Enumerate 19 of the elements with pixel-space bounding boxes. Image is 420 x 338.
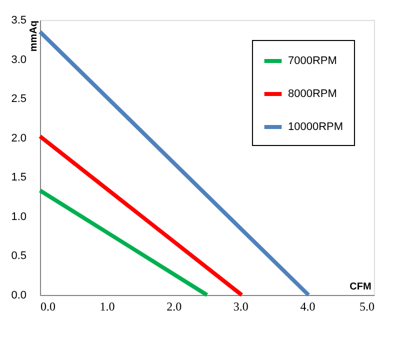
y-tick-label: 1.5 [11, 172, 26, 184]
x-tick-label: 2.0 [166, 300, 182, 314]
y-tick-label: 3.0 [11, 54, 26, 66]
y-tick-label: 2.0 [11, 132, 26, 144]
y-tick-label: 0.0 [11, 290, 26, 302]
x-tick-label: 1.0 [100, 300, 115, 314]
x-axis-title: CFM [350, 282, 372, 292]
y-tick-label: 1.0 [11, 210, 26, 223]
x-tick-label: 3.0 [233, 300, 248, 314]
y-tick-label: 0.5 [11, 250, 26, 262]
legend-label: 7000RPM [288, 55, 337, 67]
y-tick-label: 2.5 [11, 93, 26, 106]
x-tick-label: 0.0 [40, 300, 56, 314]
y-axis-title: mmAq [28, 20, 40, 52]
x-tick-label: 4.0 [300, 300, 316, 314]
legend-label: 10000RPM [288, 121, 344, 133]
y-tick-label: 3.5 [11, 14, 26, 26]
legend-label: 8000RPM [288, 88, 337, 100]
x-tick-label: 5.0 [360, 300, 374, 314]
